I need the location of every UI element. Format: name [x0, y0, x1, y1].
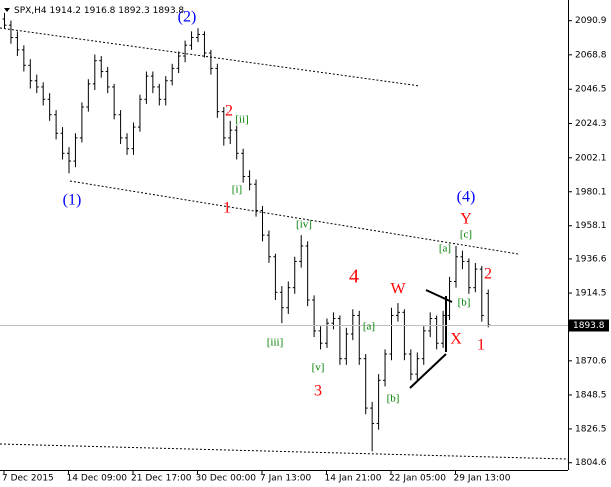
wave-label: 1 [477, 337, 485, 354]
wave-label: W [390, 281, 406, 298]
y-tick-label: 1936.6 [575, 254, 607, 264]
wave-label: (4) [457, 189, 476, 206]
header-close: 1893.8 [153, 6, 185, 16]
x-tick-label: 7 Dec 2015 [2, 474, 54, 484]
symbol: SPX,H4 [14, 6, 47, 16]
y-tick-label: 1980.1 [575, 187, 607, 197]
triangle-line [409, 353, 447, 389]
wave-label: [iv] [296, 219, 312, 231]
y-tick-label: 1848.5 [575, 390, 607, 400]
y-tick-label: 2090.9 [575, 16, 607, 26]
menu-arrow [4, 8, 10, 12]
wave-label: 4 [349, 266, 359, 288]
trend-line [0, 443, 569, 460]
x-tick-label: 29 Jan 13:00 [454, 474, 511, 484]
header-high: 1916.8 [84, 6, 116, 16]
wave-label: (1) [63, 192, 82, 209]
x-tick-label: 14 Dec 09:00 [67, 474, 128, 484]
wave-label: X [450, 331, 462, 348]
y-tick-label: 2002.1 [575, 153, 607, 163]
y-tick-label: 2068.8 [575, 50, 607, 60]
last-price-box [569, 319, 609, 332]
y-tick-label: 1870.6 [575, 356, 607, 366]
x-tick-label: 7 Jan 13:00 [260, 474, 312, 484]
y-tick-label: 1914.5 [575, 289, 607, 299]
header-low: 1892.3 [118, 6, 150, 16]
x-tick-label: 30 Dec 00:00 [196, 474, 257, 484]
trend-line [0, 27, 421, 87]
wave-label: 2 [484, 266, 492, 283]
wave-label: [iii] [267, 337, 284, 349]
wave-label: 1 [223, 200, 231, 217]
x-tick-label: 22 Jan 05:00 [389, 474, 446, 484]
y-tick-label: 1826.5 [575, 424, 607, 434]
y-tick-label: 1958.1 [575, 221, 607, 231]
wave-label: (2) [178, 9, 197, 26]
y-tick-label: 1804.6 [575, 458, 607, 468]
x-tick-label: 14 Jan 21:00 [325, 474, 382, 484]
last-price-label: 1893.8 [573, 321, 605, 331]
wave-label: 3 [314, 383, 322, 400]
wave-label: [a] [363, 321, 375, 333]
chart-title: SPX,H4 1914.2 1916.8 1892.3 1893.8 [14, 6, 184, 16]
wave-label: [b] [387, 393, 400, 405]
wave-label: [b] [458, 297, 471, 309]
header-open: 1914.2 [50, 6, 82, 16]
wave-label: Y [460, 211, 472, 228]
wave-label: [v] [312, 362, 325, 374]
wave-label: 2 [225, 103, 233, 120]
triangle-line [425, 289, 453, 303]
wave-label: [a] [439, 243, 451, 255]
y-tick-label: 2046.5 [575, 85, 607, 95]
y-tick-label: 2024.3 [575, 119, 607, 129]
wave-label: [c] [460, 229, 472, 241]
wave-label: [i] [232, 184, 242, 196]
x-tick-label: 21 Dec 17:00 [131, 474, 192, 484]
wave-label: [ii] [235, 114, 248, 126]
